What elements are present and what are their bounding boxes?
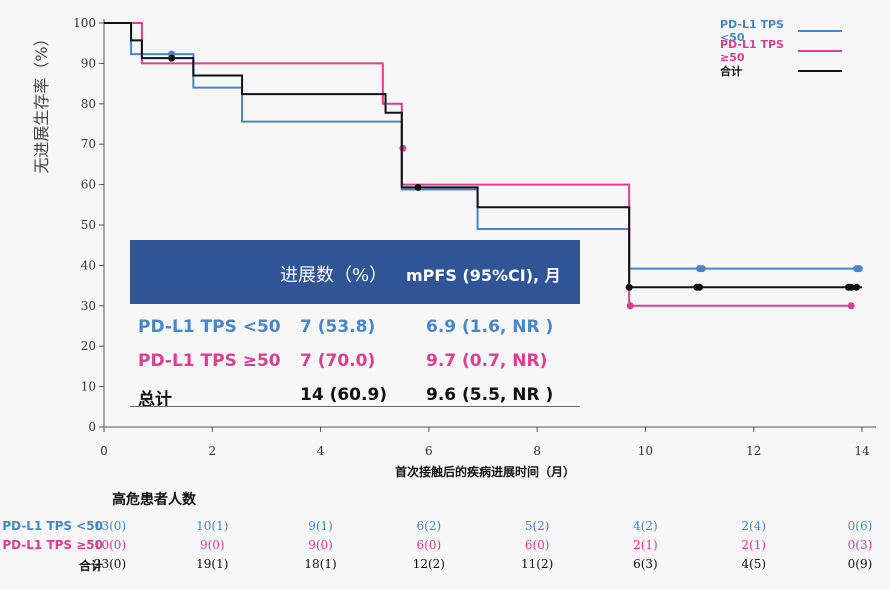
risk-cell: 6(2) [416, 519, 442, 533]
x-tick-label: 0 [100, 444, 108, 458]
risk-cell: 12(2) [412, 557, 445, 571]
risk-row: PD-L1 TPS <50 13(0) 10(1) 9(1) 6(2) 5(2) 4(2) 2… [0, 518, 890, 536]
risk-row: PD-L1 TPS ≥50 10(0) 9(0) 9(0) 6(0) 6(0) 2(1) 2(… [0, 537, 890, 555]
risk-cell: 0(3) [847, 538, 873, 552]
risk-cell: 9(0) [199, 538, 225, 552]
x-tick-label: 2 [208, 444, 216, 458]
legend-label: PD-L1 TPS ≥50 [720, 38, 784, 64]
risk-cell: 2(4) [741, 519, 767, 533]
summary-table-rule [130, 406, 580, 407]
censor-mark [626, 302, 634, 310]
x-tick-label: 8 [533, 444, 541, 458]
summary-mpfs: 6.9 (1.6, NR ) [426, 317, 554, 337]
x-tick-label: 4 [317, 444, 325, 458]
risk-cell: 10(1) [196, 519, 229, 533]
risk-cell: 5(2) [524, 519, 550, 533]
legend-swatch [798, 50, 842, 52]
risk-cell: 4(2) [633, 519, 658, 533]
risk-cell: 6(3) [633, 557, 658, 571]
survival-curves [104, 22, 863, 310]
risk-cell: 0(9) [847, 557, 873, 571]
risk-cell: 23(0) [93, 557, 127, 571]
header-mpfs: mPFS (95%CI), 月 [406, 266, 561, 285]
legend-label: PD-L1 TPS <50 [720, 18, 784, 44]
legend-item-total: 合计 [720, 61, 842, 81]
legend-swatch [798, 70, 842, 72]
y-tick-label: 90 [81, 56, 96, 70]
risk-cell: 6(0) [416, 538, 442, 552]
summary-row-low: PD-L1 TPS <50 7 (53.8) 6.9 (1.6, NR ) [130, 310, 580, 344]
y-tick-label: 60 [81, 178, 96, 192]
y-tick-label: 10 [81, 380, 96, 394]
summary-events: 7 (70.0) [300, 351, 376, 371]
risk-cell: 0(6) [847, 519, 873, 533]
risk-row-label: PD-L1 TPS <50 [2, 519, 103, 533]
risk-cell: 9(0) [308, 538, 333, 552]
risk-table-title: 高危患者人数 [112, 492, 196, 508]
x-tick-label: 12 [746, 444, 761, 458]
plot-axes: 0 10 20 30 40 50 60 70 80 90 100 0 2 4 6 8 10 12 14 [73, 16, 876, 458]
risk-row-label: 合计 [78, 559, 103, 573]
y-tick-label: 0 [88, 420, 96, 434]
censor-mark [168, 54, 176, 62]
x-tick-label: 6 [425, 444, 433, 458]
risk-cell: 2(1) [633, 538, 658, 552]
summary-mpfs: 9.7 (0.7, NR) [426, 351, 548, 371]
legend-swatch [798, 30, 842, 32]
legend-item-high: PD-L1 TPS ≥50 [720, 38, 842, 64]
censor-mark [414, 183, 422, 191]
summary-group: PD-L1 TPS <50 [138, 317, 281, 337]
risk-cell: 6(0) [524, 538, 550, 552]
censor-mark [696, 283, 704, 291]
summary-mpfs: 9.6 (5.5, NR ) [426, 385, 554, 405]
risk-cell: 4(5) [741, 557, 767, 571]
censor-mark [847, 283, 855, 291]
legend-label: 合计 [720, 65, 742, 78]
censor-mark [399, 144, 407, 152]
series-line-2 [104, 22, 862, 289]
y-tick-label: 80 [81, 97, 96, 111]
summary-row-total: 总计 14 (60.9) 9.6 (5.5, NR ) [130, 378, 580, 412]
risk-row: 合计 23(0) 19(1) 18(1) 12(2) 11(2) 6(3) 4(5) 0(9) [0, 556, 890, 574]
x-tick-label: 14 [854, 444, 870, 458]
summary-events: 14 (60.9) [300, 385, 388, 405]
y-tick-label: 40 [81, 258, 96, 272]
summary-table: 进展数（%） mPFS (95%CI), 月 PD-L1 TPS <50 7 (… [130, 240, 580, 412]
risk-row-label: PD-L1 TPS ≥50 [2, 538, 103, 552]
x-axis-label: 首次接触后的疾病进展时间（月） [394, 465, 575, 479]
risk-cell: 19(1) [196, 557, 229, 571]
censor-mark [698, 265, 706, 273]
risk-cell: 13(0) [93, 519, 127, 533]
censor-mark [847, 302, 855, 310]
summary-events: 7 (53.8) [300, 317, 376, 337]
y-axis-label: 无进展生存率（%） [32, 30, 51, 174]
risk-cell: 11(2) [521, 557, 554, 571]
y-tick-label: 100 [73, 16, 96, 30]
censor-mark [625, 283, 633, 291]
legend-item-low: PD-L1 TPS <50 [720, 18, 842, 44]
x-tick-label: 10 [638, 444, 653, 458]
header-events: 进展数（%） [280, 265, 388, 286]
risk-cell: 18(1) [304, 557, 337, 571]
summary-group: PD-L1 TPS ≥50 [138, 351, 281, 371]
summary-group: 总计 [138, 390, 172, 410]
y-tick-label: 70 [81, 137, 96, 151]
y-tick-label: 50 [81, 218, 96, 232]
y-tick-label: 20 [81, 339, 96, 353]
legend: PD-L1 TPS <50 PD-L1 TPS ≥50 合计 [720, 18, 842, 81]
risk-cell: 10(0) [93, 538, 127, 552]
y-tick-label: 30 [81, 299, 96, 313]
summary-row-high: PD-L1 TPS ≥50 7 (70.0) 9.7 (0.7, NR) [130, 344, 580, 378]
censor-mark [855, 265, 863, 273]
risk-cell: 9(1) [308, 519, 333, 533]
censor-mark [853, 283, 861, 291]
summary-table-header: 进展数（%） mPFS (95%CI), 月 [130, 240, 580, 304]
risk-cell: 2(1) [741, 538, 767, 552]
